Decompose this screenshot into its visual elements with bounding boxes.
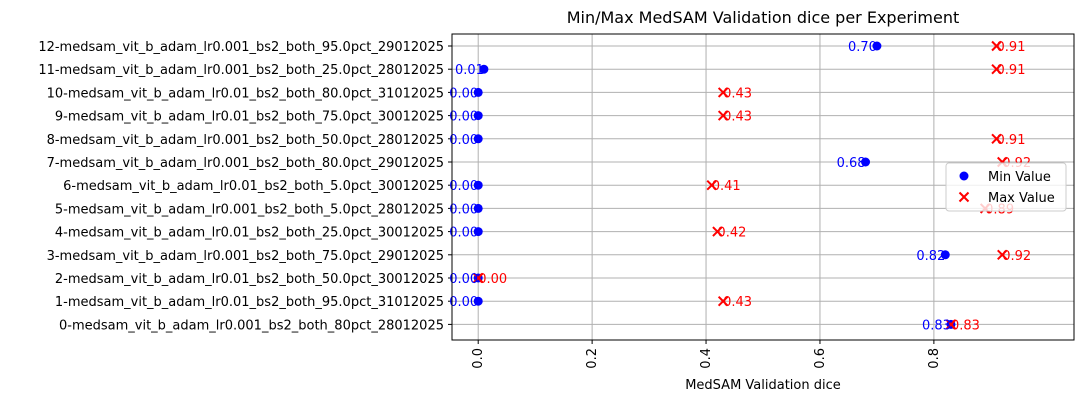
- plot-frame: [451, 33, 1075, 341]
- min-value-point: [473, 111, 483, 121]
- y-tick-label: 8-medsam_vit_b_adam_lr0.001_bs2_both_50.…: [47, 133, 444, 148]
- max-value-point: [717, 87, 729, 98]
- y-tick-label: 2-medsam_vit_b_adam_lr0.01_bs2_both_50.0…: [55, 272, 444, 287]
- x-tick-label: 0.6: [813, 348, 828, 369]
- max-value-point: [717, 110, 729, 121]
- legend-entry-label: Max Value: [988, 191, 1055, 206]
- max-value-label: 0.41: [712, 179, 741, 194]
- legend-box: [945, 162, 1067, 212]
- min-value-label: 0.82: [916, 249, 945, 264]
- max-value-label: 0.43: [723, 295, 752, 310]
- min-value-point: [473, 296, 483, 306]
- max-value-point: [997, 249, 1008, 261]
- x-tick-label: 0.0: [471, 348, 486, 369]
- max-value-label: 0.91: [997, 40, 1026, 55]
- chart-title: Min/Max MedSAM Validation dice per Exper…: [567, 8, 960, 27]
- min-value-label: 0.00: [449, 226, 478, 241]
- max-value-point: [706, 179, 717, 191]
- tick-layer: 0.0 0.2 0.4 0.6 0.8 0-medsam_vit_b_adam_lr0.0…: [38, 40, 942, 369]
- max-value-label: 0.43: [723, 86, 752, 101]
- min-value-label: 0.00: [449, 179, 478, 194]
- grid-layer: [452, 34, 1074, 340]
- y-tick-label: 11-medsam_vit_b_adam_lr0.001_bs2_both_25…: [38, 63, 444, 78]
- max-value-label: 0.42: [717, 226, 746, 241]
- y-tick-label: 6-medsam_vit_b_adam_lr0.01_bs2_both_5.0p…: [63, 179, 444, 194]
- x-tick-label: 0.8: [927, 348, 942, 369]
- max-value-point: [991, 63, 1002, 75]
- max-value-point: [991, 40, 1002, 52]
- min-value-point: [940, 250, 950, 260]
- max-value-label: 0.00: [478, 272, 507, 287]
- min-value-label: 0.00: [449, 110, 478, 125]
- min-value-label: 0.01: [455, 63, 484, 78]
- min-value-point: [473, 227, 483, 237]
- min-value-point: [473, 203, 483, 213]
- max-value-point: [712, 226, 723, 237]
- legend-entry-label: Min Value: [988, 170, 1051, 185]
- min-value-point: [473, 87, 483, 97]
- max-value-point: [717, 295, 729, 307]
- legend-min-marker: [959, 171, 969, 181]
- max-value-label: 0.91: [997, 133, 1026, 148]
- y-tick-label: 1-medsam_vit_b_adam_lr0.01_bs2_both_95.0…: [55, 295, 444, 310]
- min-value-label: 0.70: [848, 40, 877, 55]
- min-value-point: [473, 180, 483, 190]
- x-tick-label: 0.2: [585, 348, 600, 369]
- max-value-label: 0.92: [1002, 249, 1031, 264]
- max-value-label: 0.43: [723, 110, 752, 125]
- y-tick-label: 10-medsam_vit_b_adam_lr0.01_bs2_both_80.…: [47, 86, 444, 101]
- y-tick-label: 5-medsam_vit_b_adam_lr0.001_bs2_both_5.0…: [55, 202, 444, 217]
- min-value-point: [479, 64, 489, 74]
- x-axis-label: MedSAM Validation dice: [685, 378, 841, 393]
- y-tick-label: 3-medsam_vit_b_adam_lr0.001_bs2_both_75.…: [47, 249, 444, 264]
- legend: Min Value Max Value: [945, 162, 1067, 212]
- y-tick-label: 4-medsam_vit_b_adam_lr0.01_bs2_both_25.0…: [55, 226, 444, 241]
- series-layer: [472, 40, 1008, 330]
- max-value-point: [991, 133, 1002, 145]
- max-value-label: 0.83: [951, 318, 980, 333]
- min-value-label: 0.00: [449, 133, 478, 148]
- max-value-point: [945, 319, 957, 330]
- y-tick-label: 9-medsam_vit_b_adam_lr0.01_bs2_both_75.0…: [55, 110, 444, 125]
- legend-max-marker: [958, 191, 970, 203]
- min-value-label: 0.00: [449, 86, 478, 101]
- min-value-label: 0.00: [449, 202, 478, 217]
- max-value-point: [472, 272, 484, 284]
- y-tick-label: 7-medsam_vit_b_adam_lr0.001_bs2_both_80.…: [47, 156, 444, 171]
- max-value-label: 0.91: [997, 63, 1026, 78]
- min-value-label: 0.68: [837, 156, 866, 171]
- min-value-label: 0.83: [922, 318, 951, 333]
- min-value-label: 0.00: [449, 272, 478, 287]
- min-value-point: [473, 134, 483, 144]
- y-tick-label: 0-medsam_vit_b_adam_lr0.001_bs2_both_80p…: [59, 318, 444, 333]
- x-tick-label: 0.4: [699, 348, 714, 369]
- min-value-point: [872, 41, 882, 51]
- min-value-label: 0.00: [449, 295, 478, 310]
- min-value-point: [861, 157, 871, 167]
- y-tick-label: 12-medsam_vit_b_adam_lr0.001_bs2_both_95…: [38, 40, 444, 55]
